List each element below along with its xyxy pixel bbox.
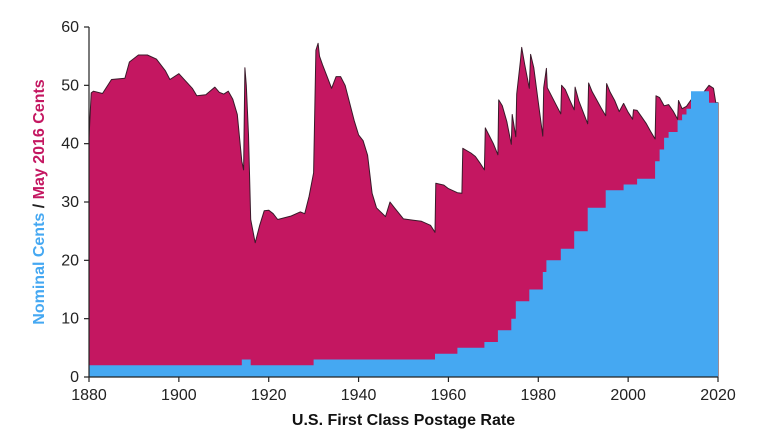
x-tick-label: 1960 — [431, 387, 467, 404]
y-axis-title-part: Nominal Cents — [31, 213, 48, 325]
x-tick-label: 1980 — [520, 387, 556, 404]
y-tick-label: 50 — [61, 77, 79, 94]
x-tick-label: 1880 — [71, 387, 107, 404]
x-axis-title: U.S. First Class Postage Rate — [292, 412, 515, 429]
x-tick-label: 2020 — [700, 387, 736, 404]
y-axis-title-part: May 2016 Cents — [31, 79, 48, 199]
y-tick-label: 10 — [61, 311, 79, 328]
area-nominal-cents — [89, 91, 718, 377]
x-tick-label: 1900 — [161, 387, 197, 404]
x-ticks-group: 1880 1900 1920 1940 1960 1980 2000 2020 — [71, 377, 736, 404]
y-tick-label: 20 — [61, 252, 79, 269]
y-tick-label: 0 — [70, 369, 79, 386]
x-tick-label: 1920 — [251, 387, 287, 404]
y-tick-label: 60 — [61, 19, 79, 36]
area-series-group — [88, 42, 719, 378]
y-axis-title-part: / — [31, 199, 48, 212]
y-axis-title: Nominal Cents / May 2016 Cents — [31, 79, 48, 325]
y-tick-label: 30 — [61, 194, 79, 211]
x-tick-label: 1940 — [341, 387, 377, 404]
y-ticks-group: 0 10 20 30 40 50 60 — [61, 19, 89, 386]
y-tick-label: 40 — [61, 136, 79, 153]
x-tick-label: 2000 — [610, 387, 646, 404]
